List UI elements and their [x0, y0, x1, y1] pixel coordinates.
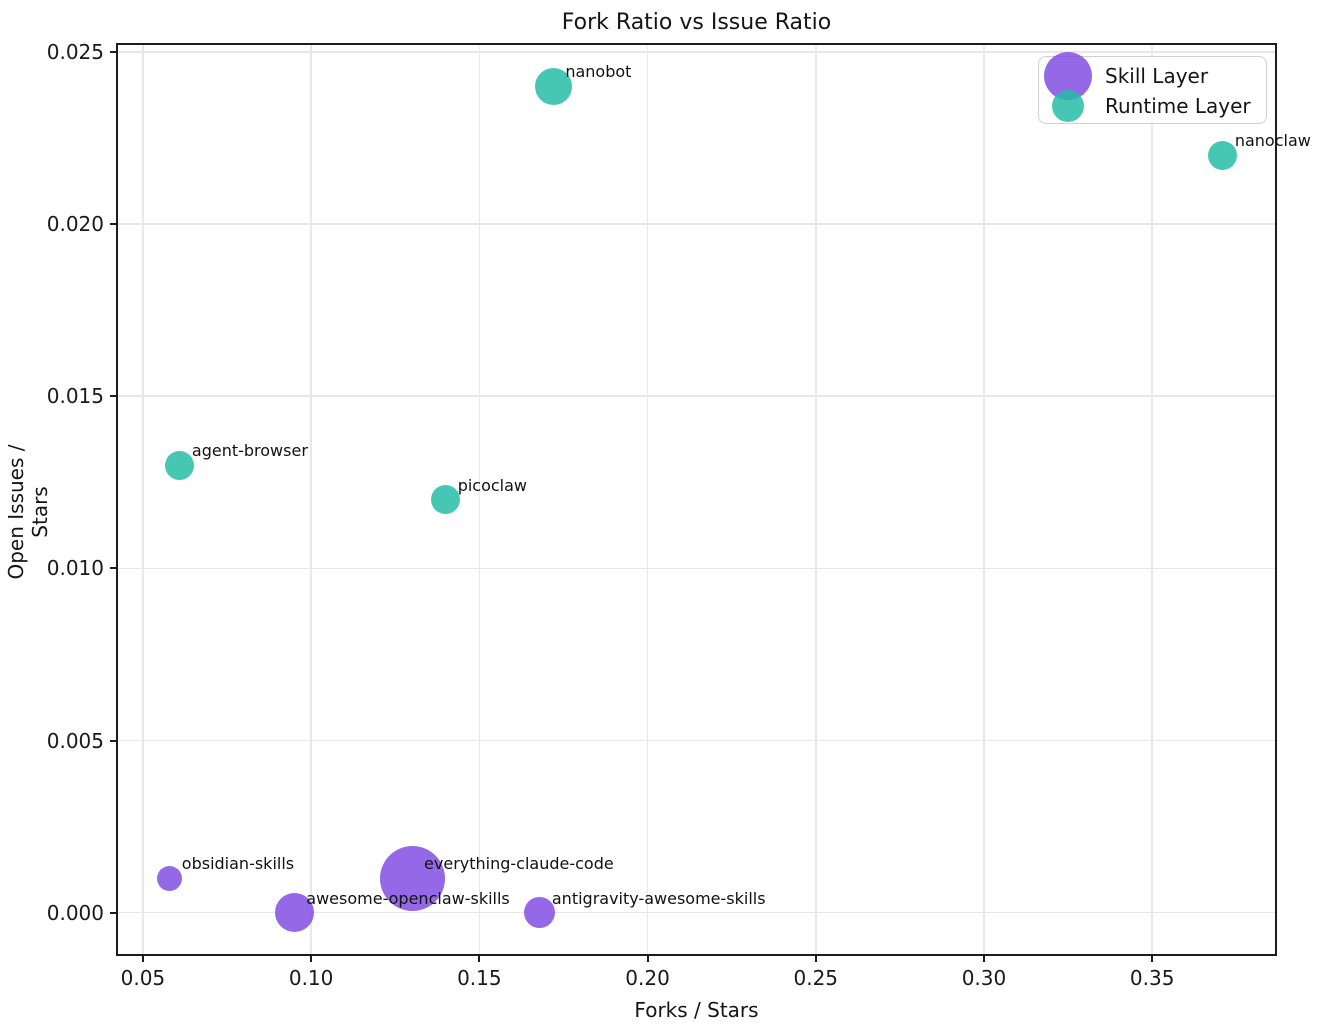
- x-axis-label: Forks / Stars: [634, 998, 759, 1022]
- x-tick-mark: [310, 954, 313, 962]
- x-tick-label: 0.25: [793, 966, 839, 990]
- y-tick-mark: [110, 739, 118, 742]
- y-tick-mark: [110, 395, 118, 398]
- data-point-nanoclaw: [1208, 140, 1238, 170]
- y-tick-mark: [110, 223, 118, 226]
- x-tick-mark: [814, 954, 817, 962]
- axes-spines: [116, 43, 1277, 956]
- data-point-obsidian-skills: [157, 865, 183, 891]
- x-tick-label: 0.05: [120, 966, 166, 990]
- point-annotation: obsidian-skills: [181, 854, 295, 874]
- y-tick-mark: [110, 567, 118, 570]
- x-gridline: [142, 45, 144, 954]
- y-tick-label: 0.025: [46, 39, 104, 64]
- legend-label: Runtime Layer: [1105, 94, 1251, 118]
- y-gridline: [118, 223, 1275, 225]
- point-annotation: picoclaw: [457, 475, 528, 495]
- y-tick-label: 0.000: [46, 900, 104, 925]
- x-gridline: [646, 45, 649, 954]
- point-annotation: agent-browser: [191, 441, 308, 461]
- x-tick-mark: [982, 954, 985, 962]
- y-tick-label: 0.005: [46, 728, 104, 753]
- point-annotation: awesome-openclaw-skills: [306, 888, 510, 908]
- x-gridline: [478, 45, 481, 954]
- y-tick-label: 0.010: [46, 556, 104, 581]
- x-tick-mark: [141, 954, 144, 962]
- x-tick-mark: [646, 954, 649, 962]
- data-point-awesome-openclaw-skills: [274, 893, 314, 933]
- y-gridline: [118, 51, 1275, 53]
- data-point-picoclaw: [431, 485, 461, 514]
- chart-title: Fork Ratio vs Issue Ratio: [561, 10, 832, 35]
- data-point-agent-browser: [165, 450, 195, 480]
- legend-label: Skill Layer: [1105, 64, 1209, 88]
- y-tick-mark: [110, 911, 118, 914]
- data-point-nanobot: [534, 67, 572, 105]
- y-tick-label: 0.015: [46, 384, 104, 409]
- y-gridline: [118, 395, 1275, 397]
- point-annotation: nanoclaw: [1234, 131, 1311, 151]
- data-point-antigravity-awesome-skills: [524, 897, 556, 929]
- y-gridline: [118, 911, 1275, 914]
- y-gridline: [118, 739, 1275, 742]
- legend-item-0: Skill Layer: [1039, 52, 1266, 100]
- x-tick-label: 0.30: [961, 966, 1007, 990]
- x-gridline: [1151, 45, 1153, 954]
- y-axis-label: Open Issues / Stars: [4, 444, 52, 580]
- x-gridline: [983, 45, 985, 954]
- x-gridline: [310, 45, 312, 954]
- y-tick-mark: [110, 50, 118, 53]
- x-tick-label: 0.20: [625, 966, 670, 990]
- y-tick-label: 0.020: [46, 212, 104, 237]
- point-annotation: everything-claude-code: [424, 854, 614, 874]
- point-annotation: antigravity-awesome-skills: [551, 888, 766, 908]
- x-tick-label: 0.35: [1129, 966, 1175, 990]
- data-point-everything-claude-code: [379, 845, 445, 911]
- x-tick-label: 0.15: [457, 966, 502, 990]
- y-gridline: [118, 567, 1275, 570]
- point-annotation: nanobot: [565, 62, 632, 82]
- x-tick-label: 0.10: [288, 966, 334, 990]
- legend: Skill Layer Runtime Layer: [1038, 52, 1267, 124]
- x-tick-mark: [1151, 954, 1154, 962]
- legend-marker-icon: [1052, 90, 1084, 122]
- x-gridline: [815, 45, 817, 954]
- plot-area: obsidian-skills awesome-openclaw-skills ev…: [116, 43, 1311, 956]
- x-tick-mark: [478, 954, 481, 962]
- legend-item-1: Runtime Layer: [1039, 90, 1266, 122]
